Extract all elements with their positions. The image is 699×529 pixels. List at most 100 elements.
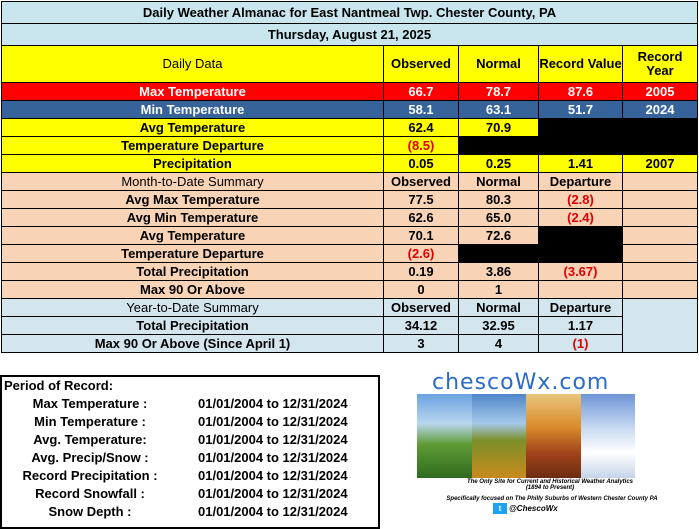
normal: 4 [458,334,539,353]
mtd-header-observed: Observed [383,172,459,191]
twitter-icon: t [493,503,507,514]
spring-image [417,394,472,478]
normal: 70.9 [458,118,539,137]
record-value: 87.6 [538,82,623,101]
label: Max Temperature [1,82,384,101]
normal: 3.86 [458,262,539,281]
almanac-table: Daily Weather Almanac for East Nantmeal … [1,1,698,353]
blank-cell [458,244,623,263]
blank-cell [538,280,623,299]
por-label: Snow Depth : [48,504,132,519]
record-year: 2007 [622,154,698,173]
daily-row-precip: Precipitation 0.05 0.25 1.41 2007 [1,154,698,173]
label: Min Temperature [1,100,384,119]
ytd-header-label: Year-to-Date Summary [1,298,384,317]
observed: 77.5 [383,190,459,209]
daily-header-observed: Observed [383,45,459,83]
autumn-image [526,394,581,478]
normal: 0.25 [458,154,539,173]
normal: 63.1 [458,100,539,119]
ytd-header-departure: Departure [538,298,623,317]
label: Avg Max Temperature [1,190,384,209]
por-range: 01/01/2004 to 12/31/2024 [198,450,348,465]
por-label: Record Snowfall : [35,486,145,501]
daily-header-record-year: Record Year [622,45,698,83]
twitter-handle: @ChescoWx [509,504,558,513]
por-row: Max Temperature : 01/01/2004 to 12/31/20… [0,396,376,413]
daily-row-min: Min Temperature 58.1 63.1 51.7 2024 [1,100,698,119]
departure: (2.8) [538,190,623,209]
por-row: Record Precipitation : 01/01/2004 to 12/… [0,468,376,485]
summer-image [471,394,526,478]
winter-image [580,394,635,478]
ytd-header: Year-to-Date Summary Observed Normal Dep… [1,298,698,353]
observed: 0.05 [383,154,459,173]
tagline: The Only Site for Current and Historical… [420,479,680,491]
label: Avg Temperature [1,118,384,137]
label: Total Precipitation [1,262,384,281]
label: Precipitation [1,154,384,173]
label: Max 90 Or Above [1,280,384,299]
por-range: 01/01/2004 to 12/31/2024 [198,432,348,447]
observed: 70.1 [383,226,459,245]
seasons-image [417,394,635,478]
ytd-header-normal: Normal [458,298,539,317]
normal: 65.0 [458,208,539,227]
por-label: Avg. Temperature: [33,432,147,447]
mtd-header-label: Month-to-Date Summary [1,172,384,191]
blank-cell [622,226,698,245]
blank-cell [622,172,698,191]
ytd-row-max90: Max 90 Or Above (Since April 1) 3 4 (1) [1,334,698,353]
mtd-row-avg-max: Avg Max Temperature 77.5 80.3 (2.8) [1,190,698,209]
observed: (2.6) [383,244,459,263]
record-year: 2024 [622,100,698,119]
page-title: Daily Weather Almanac for East Nantmeal … [1,1,698,24]
por-label: Avg. Precip/Snow : [31,450,149,465]
ytd-row-precip: Total Precipitation 34.12 32.95 1.17 [1,316,698,335]
tagline-line: The Only Site for Current and Historical… [466,479,634,485]
por-range: 01/01/2004 to 12/31/2024 [198,414,348,429]
observed: (8.5) [383,136,459,155]
observed: 3 [383,334,459,353]
por-range: 01/01/2004 to 12/31/2024 [198,468,348,483]
departure: 1.17 [538,316,623,335]
mtd-header-normal: Normal [458,172,539,191]
mtd-row-avg: Avg Temperature 70.1 72.6 [1,226,698,245]
label: Max 90 Or Above (Since April 1) [1,334,384,353]
normal: 72.6 [458,226,539,245]
chescowx-logo[interactable]: chescoWx.com [432,370,610,395]
daily-header-label: Daily Data [1,45,384,83]
blank-cell [622,262,698,281]
por-label: Min Temperature : [34,414,146,429]
por-range: 01/01/2004 to 12/31/2024 [198,396,348,411]
mtd-row-max90: Max 90 Or Above 0 1 [1,280,698,299]
label: Total Precipitation [1,316,384,335]
ytd-header-observed: Observed [383,298,459,317]
por-label: Record Precipitation : [22,468,158,483]
normal: 80.3 [458,190,539,209]
por-row: Record Snowfall : 01/01/2004 to 12/31/20… [0,486,376,503]
blank-cell [622,244,698,263]
por-label: Max Temperature : [32,396,148,411]
departure: (2.4) [538,208,623,227]
label: Temperature Departure [1,244,384,263]
blank-cell [538,226,623,245]
mtd-header-departure: Departure [538,172,623,191]
mtd-row-avg-min: Avg Min Temperature 62.6 65.0 (2.4) [1,208,698,227]
por-row: Min Temperature : 01/01/2004 to 12/31/20… [0,414,376,431]
daily-header-record-value: Record Value [538,45,623,83]
period-of-record-title: Period of Record: [4,378,114,393]
observed: 58.1 [383,100,459,119]
por-row: Snow Depth : 01/01/2004 to 12/31/2024 [0,504,376,521]
date-header: Thursday, August 21, 2025 [1,23,698,46]
label: Avg Temperature [1,226,384,245]
record-value: 51.7 [538,100,623,119]
blank-cell [622,298,698,353]
label: Temperature Departure [1,136,384,155]
observed: 62.6 [383,208,459,227]
twitter-link[interactable]: t @ChescoWx [493,503,558,514]
mtd-row-precip: Total Precipitation 0.19 3.86 (3.67) [1,262,698,281]
observed: 0.19 [383,262,459,281]
record-value: 1.41 [538,154,623,173]
mtd-header: Month-to-Date Summary Observed Normal De… [1,172,698,191]
